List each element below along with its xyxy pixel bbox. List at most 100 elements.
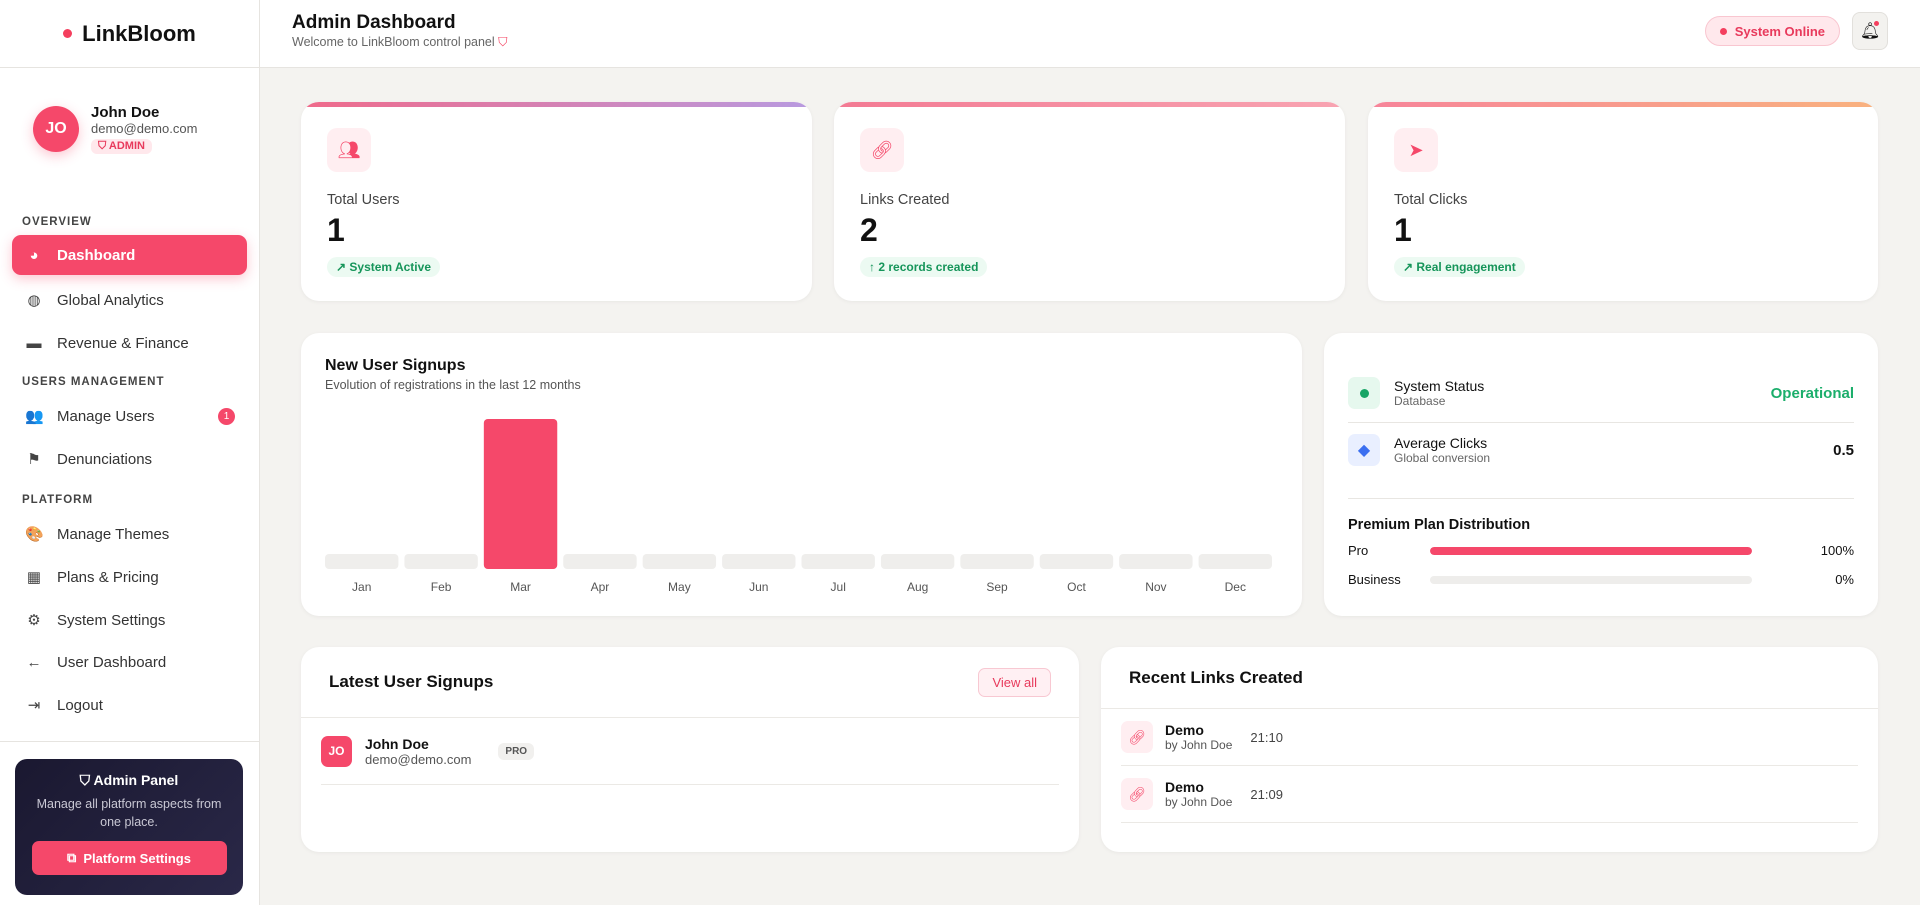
profile-email: demo@demo.com <box>91 121 198 136</box>
card-accent-bar <box>1368 102 1878 107</box>
system-status-badge: System Online <box>1704 16 1840 46</box>
stat-note: ↑ 2 records created <box>860 257 988 277</box>
chart-bar-may <box>642 554 717 569</box>
logout-icon: ⇥ <box>27 697 41 714</box>
link-time: 21:10 <box>1250 729 1283 745</box>
view-all-button[interactable]: View all <box>978 667 1051 697</box>
x-tick-label: Oct <box>1067 580 1086 594</box>
status-dot-icon <box>1348 377 1380 409</box>
link-name: Demo <box>1165 779 1204 795</box>
note-text: Real engagement <box>1416 260 1516 274</box>
brand-logo[interactable]: LinkBloom <box>0 0 259 68</box>
sidebar-item-plans-pricing[interactable]: ▦ Plans & Pricing <box>12 557 247 597</box>
plan-progress <box>1430 575 1752 584</box>
plan-progress-fill <box>1430 546 1752 555</box>
users-icon: 👥 <box>25 408 44 425</box>
stat-note: ↗ Real engagement <box>1394 257 1525 277</box>
status-label: System Online <box>1734 23 1825 39</box>
stat-card-total-clicks: ➤ Total Clicks 1 ↗ Real engagement <box>1368 102 1878 301</box>
row-name: Average Clicks <box>1394 435 1488 451</box>
avg-value: 0.5 <box>1833 441 1854 459</box>
note-text: 2 records created <box>878 260 979 274</box>
x-tick-label: Apr <box>591 580 610 594</box>
chart-bar-oct <box>1039 554 1114 569</box>
sidebar-item-revenue[interactable]: ▬ Revenue & Finance <box>12 323 247 363</box>
admin-panel-desc: Manage all platform aspects from one pla… <box>36 797 222 829</box>
stat-note: ↗ System Active <box>327 257 440 277</box>
sidebar-item-dashboard[interactable]: ◕ Dashboard <box>12 235 247 275</box>
sidebar-item-manage-users[interactable]: 👥 Manage Users 1 <box>12 396 247 436</box>
sidebar-item-denunciations[interactable]: ⚑ Denunciations <box>12 439 247 479</box>
signups-bar-chart: Jan Feb Mar Apr May Jun Jul Aug Sep Oct Nov Dec <box>325 419 1272 594</box>
list-item[interactable]: 🔗︎ Demo by John Doe 21:10 <box>1121 709 1858 766</box>
x-tick-label: Jul <box>831 580 846 594</box>
card-accent-bar <box>301 102 812 107</box>
subtitle-text: Welcome to LinkBloom control panel <box>292 35 495 49</box>
user-profile: JO John Doe demo@demo.com ⛉ ADMIN <box>33 104 197 154</box>
sidebar-item-global-analytics[interactable]: ◍ Global Analytics <box>12 280 247 320</box>
nav-label: Denunciations <box>57 450 153 468</box>
role-label: ADMIN <box>108 140 145 152</box>
plan-name: Pro <box>1348 543 1369 558</box>
brand-name: LinkBloom <box>82 20 196 46</box>
shield-icon: ⛉ <box>98 140 109 152</box>
nav-label: Revenue & Finance <box>57 334 189 352</box>
divider <box>1348 498 1854 499</box>
divider <box>1348 422 1854 423</box>
sidebar-item-user-dashboard[interactable]: ← User Dashboard <box>12 642 247 682</box>
link-time: 21:09 <box>1250 786 1283 802</box>
sidebar-item-logout[interactable]: ⇥ Logout <box>12 685 247 725</box>
pie-chart-icon: ◕ <box>29 246 39 264</box>
shield-icon: ⛉ <box>498 35 508 49</box>
stat-label: Links Created <box>860 192 950 208</box>
list-item[interactable]: 🔗︎ Demo by John Doe 21:09 <box>1121 766 1858 823</box>
nav-label: Manage Users <box>57 407 155 425</box>
stat-label: Total Clicks <box>1394 192 1468 208</box>
status-dot-icon <box>1719 27 1727 35</box>
link-name: Demo <box>1165 722 1204 738</box>
notifications-button[interactable]: 🔔︎ <box>1852 12 1888 50</box>
x-tick-label: Jun <box>749 580 768 594</box>
chart-bar-aug <box>880 554 955 569</box>
platform-settings-button[interactable]: ⧉ Platform Settings <box>31 841 227 875</box>
plan-pct: 0% <box>1835 572 1854 587</box>
nav-label: User Dashboard <box>57 653 167 671</box>
nav-label: Manage Themes <box>57 525 170 543</box>
chart-subtitle: Evolution of registrations in the last 1… <box>325 378 581 392</box>
top-header: Admin Dashboard Welcome to LinkBloom con… <box>260 0 1920 68</box>
plan-pct: 100% <box>1820 543 1854 558</box>
admin-panel-title: Admin Panel <box>93 772 179 788</box>
system-status-row: System Status Database Operational <box>1348 377 1854 409</box>
arrow-up-icon: ↑ <box>869 260 879 274</box>
gear-icon: ⚙ <box>27 612 41 629</box>
users-count-badge: 1 <box>218 407 235 425</box>
row-name: System Status <box>1394 378 1485 394</box>
list-item[interactable]: JO John Doe demo@demo.com PRO <box>321 718 1059 785</box>
section-overview: OVERVIEW <box>22 216 92 228</box>
sidebar-item-system-settings[interactable]: ⚙ System Settings <box>12 600 247 640</box>
x-tick-label: May <box>668 580 691 594</box>
users-icon: 👥︎ <box>327 128 371 172</box>
profile-name: John Doe <box>91 104 160 121</box>
chart-title: New User Signups <box>325 357 466 374</box>
section-title: Recent Links Created <box>1129 667 1303 687</box>
x-tick-label: Sep <box>986 580 1008 594</box>
x-tick-label: Aug <box>907 580 928 594</box>
nav-label: Logout <box>57 696 103 714</box>
average-clicks-row: ◆ Average Clicks Global conversion 0.5 <box>1348 434 1854 466</box>
link-icon: 🔗︎ <box>1121 778 1153 810</box>
external-link-icon: ⧉ <box>67 850 77 865</box>
avatar: JO <box>33 106 79 152</box>
plans-title: Premium Plan Distribution <box>1348 517 1531 533</box>
section-users-management: USERS MANAGEMENT <box>22 376 165 388</box>
note-text: System Active <box>349 260 431 274</box>
button-label: Platform Settings <box>83 850 191 866</box>
plan-progress <box>1430 546 1752 555</box>
sidebar: LinkBloom JO John Doe demo@demo.com ⛉ AD… <box>0 0 260 905</box>
stat-card-total-users: 👥︎ Total Users 1 ↗ System Active <box>301 102 812 301</box>
role-badge: ⛉ ADMIN <box>91 139 152 154</box>
cursor-icon: ➤ <box>1394 128 1438 172</box>
arrow-left-icon: ← <box>26 653 42 671</box>
sidebar-item-manage-themes[interactable]: 🎨 Manage Themes <box>12 514 247 554</box>
chart-bar-jul <box>801 554 875 569</box>
